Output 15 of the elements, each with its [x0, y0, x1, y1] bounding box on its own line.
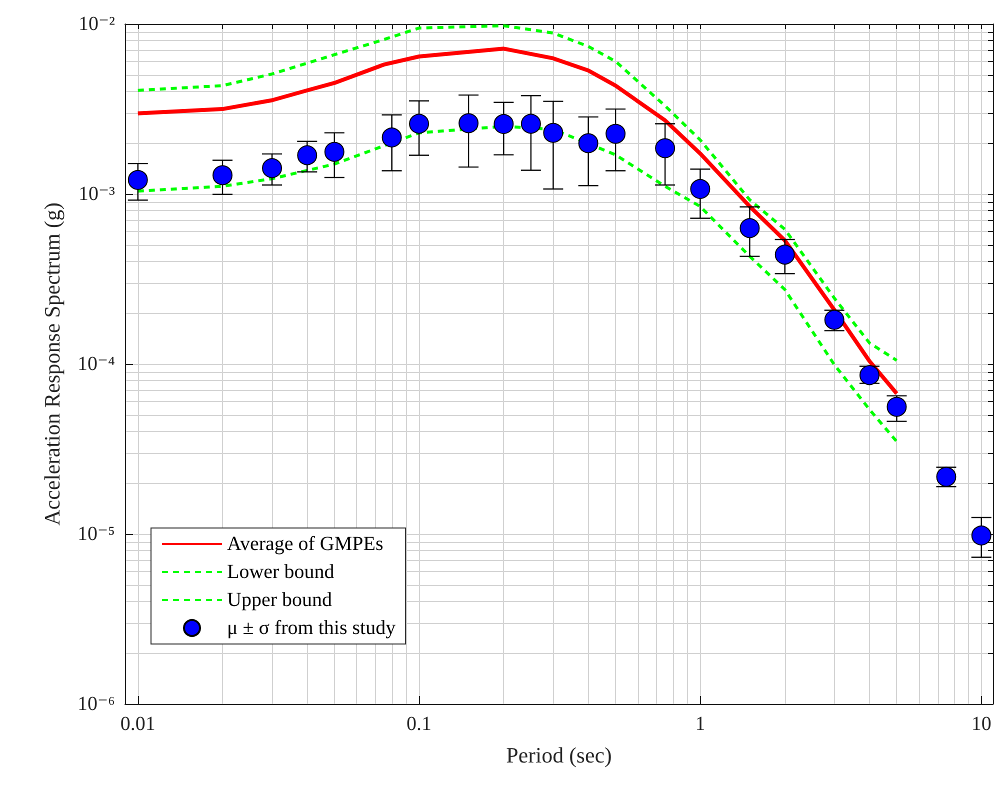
legend-label: Upper bound	[227, 589, 332, 611]
legend-label: Lower bound	[227, 561, 334, 583]
x-tick-label: 10	[971, 713, 992, 735]
x-tick-label: 1	[695, 713, 706, 735]
y-tick-label: 10⁻⁶	[77, 693, 116, 715]
y-tick-label: 10⁻⁵	[77, 523, 115, 545]
y-tick-label: 10⁻³	[78, 183, 115, 205]
x-tick-label: 0.1	[406, 713, 432, 735]
x-axis-title: Period (sec)	[506, 742, 612, 768]
y-axis-title: Acceleration Response Spectrum (g)	[40, 202, 64, 526]
x-tick-label: 0.01	[120, 713, 156, 735]
y-tick-label: 10⁻²	[78, 13, 115, 35]
legend-label: μ ± σ from this study	[227, 617, 396, 639]
y-tick-label: 10⁻⁴	[77, 353, 116, 375]
legend-label: Average of GMPEs	[227, 533, 384, 555]
